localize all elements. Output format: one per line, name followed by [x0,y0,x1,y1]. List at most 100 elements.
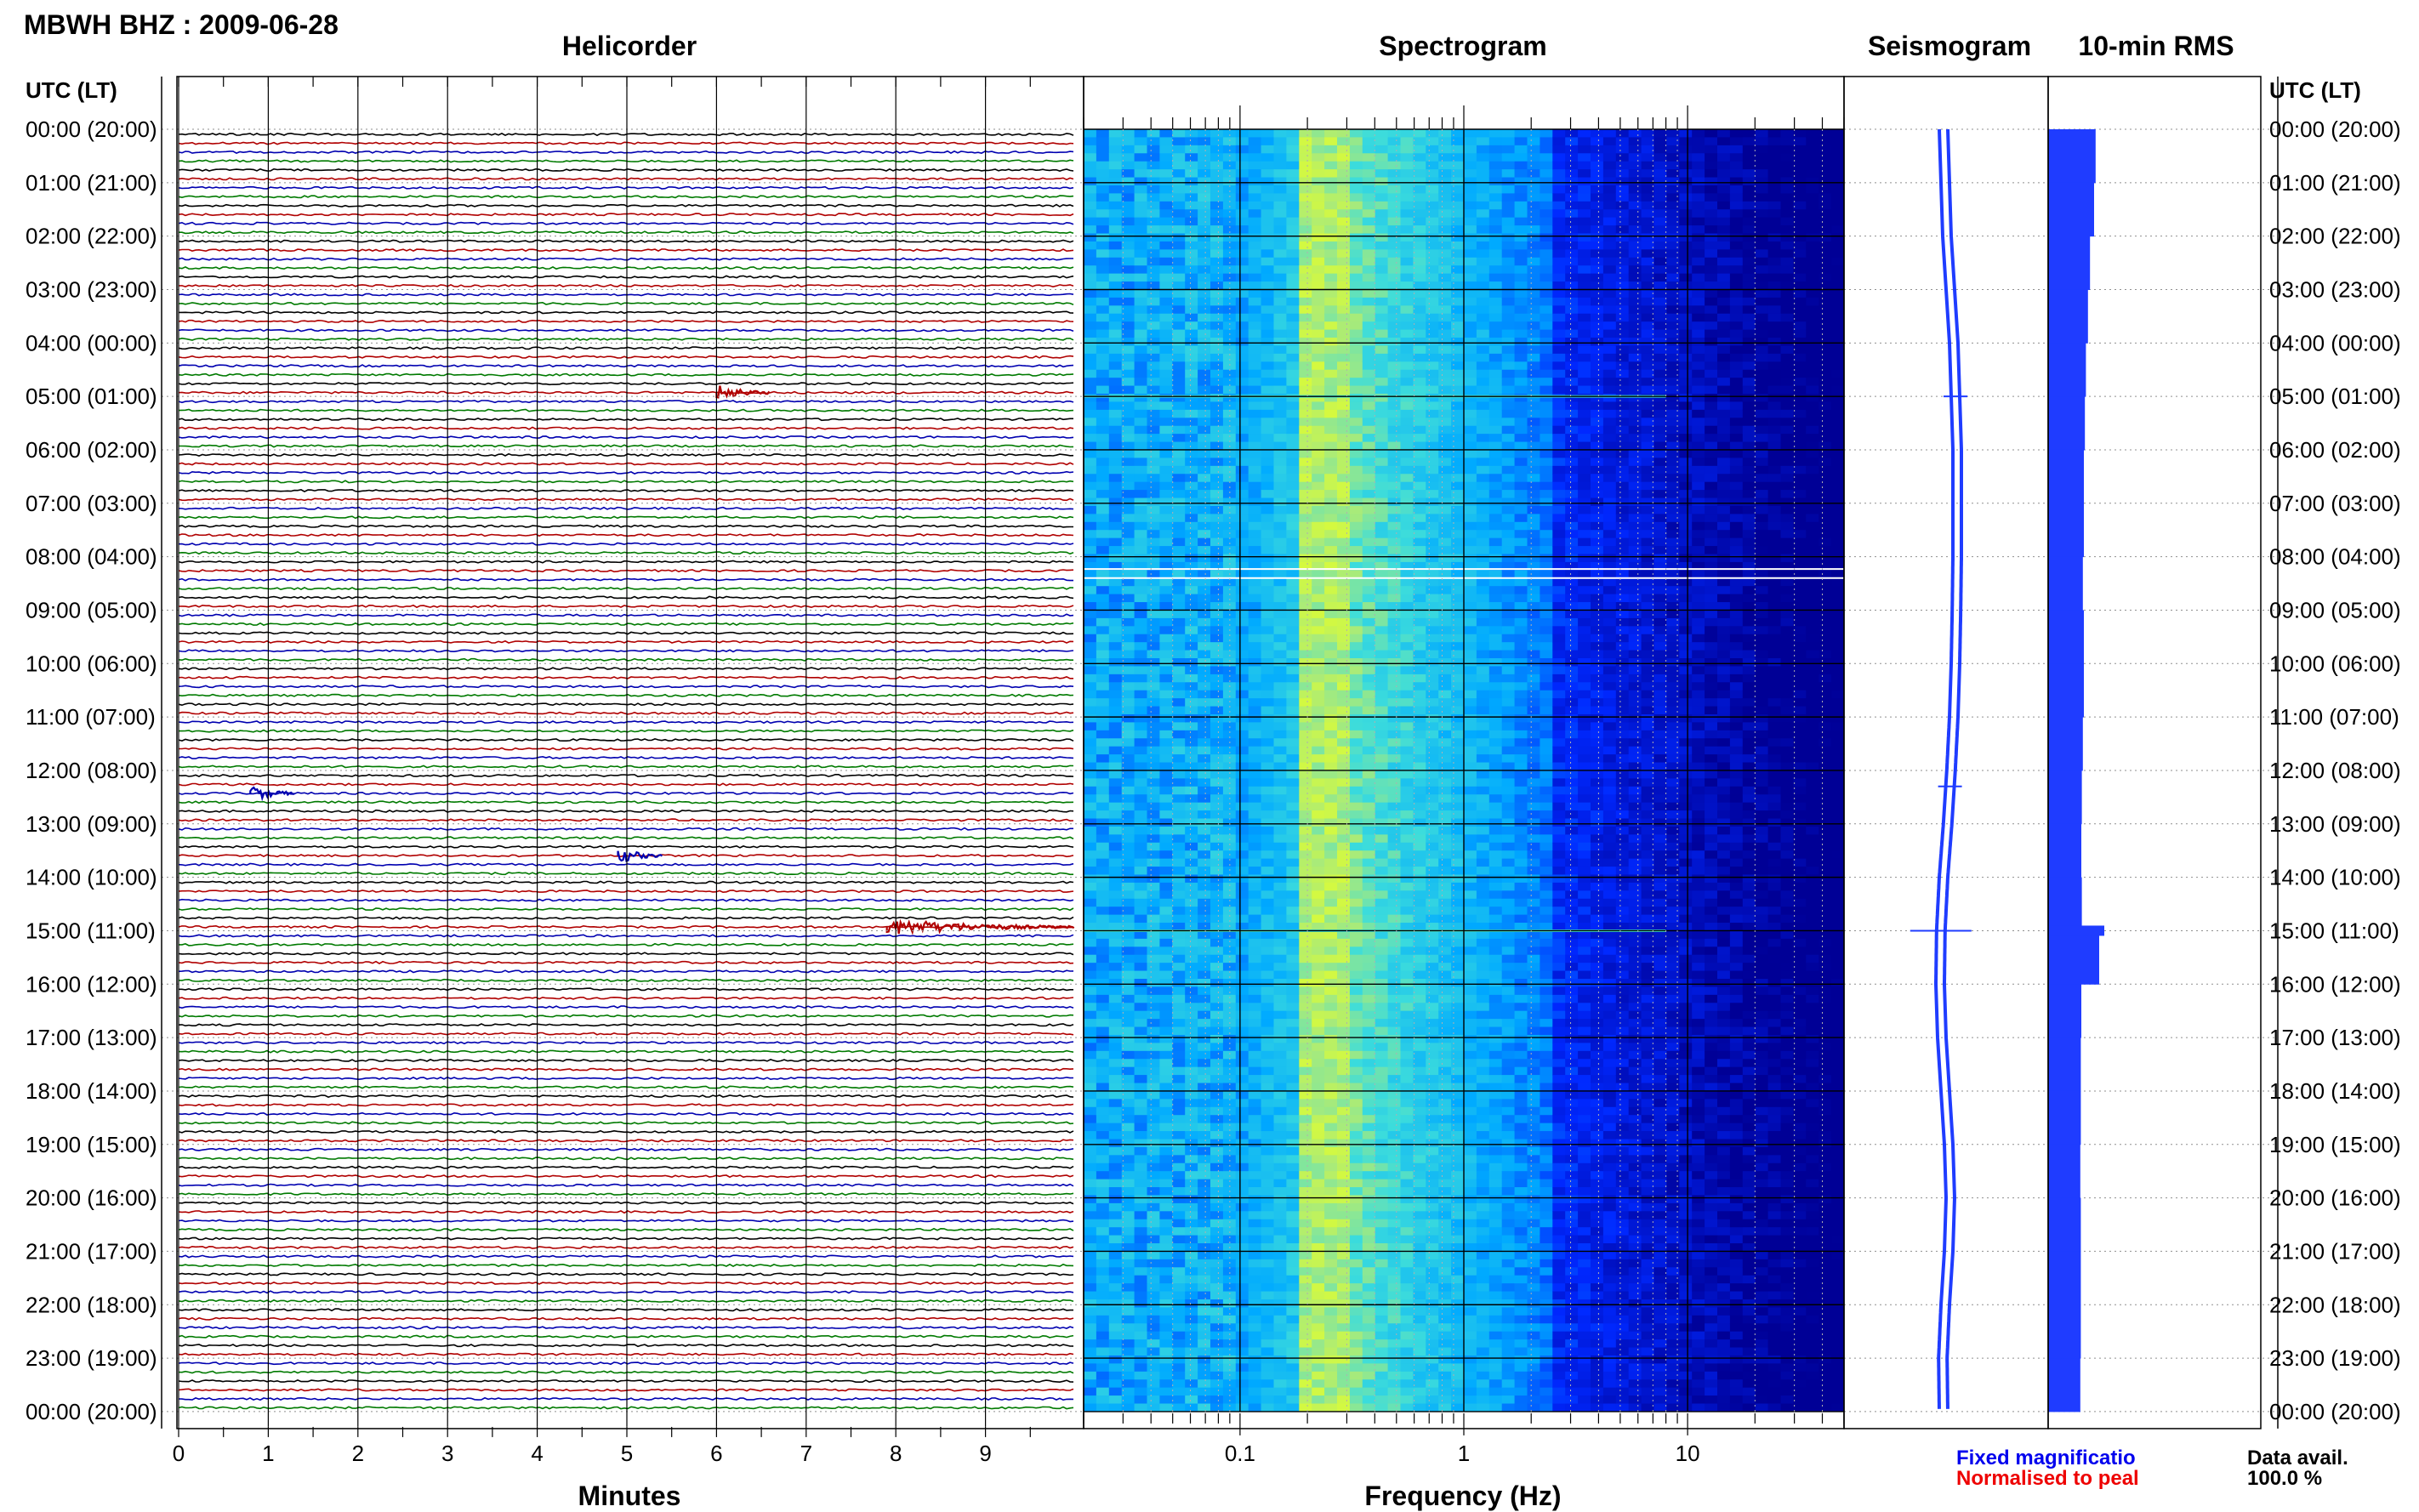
spectrogram-cell [1337,1219,1351,1228]
spectrogram-cell [1185,241,1198,250]
spectrogram-cell [1387,497,1402,507]
spectrogram-cell [1426,1075,1439,1084]
spectrogram-cell [1222,594,1237,603]
spectrogram-cell [1198,1315,1211,1324]
spectrogram-cell [1108,738,1123,747]
spectrogram-cell [1312,321,1325,331]
spectrogram-cell [1121,434,1136,443]
spectrogram-cell [1198,882,1211,891]
spectrogram-cell [1172,1251,1186,1260]
spectrogram-cell [1096,169,1110,179]
spectrogram-cell [1362,914,1376,924]
spectrogram-cell [1172,786,1186,795]
spectrogram-cell [1375,762,1389,771]
spectrogram-cell [1426,666,1439,675]
spectrogram-cell [1222,1347,1237,1356]
spectrogram-cell [1235,409,1249,418]
spectrogram-cell [1400,217,1414,226]
spectrogram-cell [1235,145,1249,154]
spectrogram-cell [1185,1363,1198,1373]
spectrogram-cell [1299,842,1312,851]
spectrogram-cell [1185,610,1198,619]
spectrogram-cell [1362,1323,1376,1333]
spectrogram-cell [1198,1171,1211,1180]
spectrogram-cell [1248,1403,1262,1412]
spectrogram-cell [1375,986,1389,996]
spectrogram-cell [1185,722,1198,731]
spectrogram-cell [1185,490,1198,499]
spectrogram-cell [1273,1235,1287,1244]
spectrogram-cell [1312,129,1325,139]
spectrogram-cell [1286,690,1300,699]
spectrogram-cell [1185,867,1198,876]
spectrogram-cell [1273,273,1287,282]
spectrogram-cell [1299,617,1312,627]
spectrogram-cell [1286,818,1300,827]
spectrogram-cell [1400,770,1414,779]
spectrogram-cell [1312,1251,1325,1260]
spectrogram-cell [1387,265,1402,275]
spectrogram-cell [1413,401,1426,411]
spectrogram-cell [1286,257,1300,266]
spectrogram-cell [1084,946,1097,956]
spectrogram-cell [1324,1066,1338,1076]
spectrogram-cell [1451,898,1465,907]
spectrogram-cell [1248,1139,1262,1148]
spectrogram-cell [1387,297,1402,306]
spectrogram-cell [1159,754,1173,764]
spectrogram-cell [1337,970,1351,980]
spectrogram-cell [1084,353,1097,362]
spectrogram-cell [1349,1010,1363,1020]
spectrogram-cell [1198,401,1211,411]
spectrogram-cell [1248,1267,1262,1276]
spectrogram-cell [1400,682,1414,691]
spectrogram-cell [1464,858,1477,867]
spectrogram-cell [1273,1395,1287,1405]
spectrogram-cell [1210,762,1224,771]
spectrogram-cell [1451,1235,1465,1244]
spectrogram-cell [1451,634,1465,643]
spectrogram-cell [1362,818,1376,827]
spectrogram-cell [1108,546,1123,555]
spectrogram-cell [1387,1315,1402,1324]
spectrogram-cell [1426,338,1439,347]
spectrogram-cell [1134,361,1148,371]
spectrogram-cell [1134,923,1148,932]
spectrogram-cell [1464,698,1477,708]
spectrogram-cell [1387,305,1402,315]
spectrogram-cell [1286,1283,1300,1293]
spectrogram-cell [1084,674,1097,683]
spectrogram-cell [1134,1251,1148,1260]
spectrogram-cell [1248,1331,1262,1340]
spectrogram-cell [1451,1123,1465,1132]
spectrogram-cell [1426,537,1439,547]
spectrogram-cell [1400,289,1414,298]
spectrogram-cell [1121,145,1136,154]
spectrogram-cell [1464,458,1477,467]
spectrogram-cell [1273,1323,1287,1333]
spectrogram-cell [1476,145,1490,154]
spectrogram-cell [1248,826,1262,835]
spectrogram-cell [1273,338,1287,347]
spectrogram-cell [1387,938,1402,947]
spectrogram-cell [1108,514,1123,523]
spectrogram-cell [1108,963,1123,972]
spectrogram-cell [1451,1075,1465,1084]
spectrogram-cell [1222,394,1237,403]
spectrogram-cell [1134,1363,1148,1373]
spectrogram-cell [1324,954,1338,963]
spectrogram-cell [1400,249,1414,259]
spectrogram-cell [1312,570,1325,579]
spectrogram-cell [1375,1243,1389,1253]
spectrogram-cell [1159,586,1173,595]
spectrogram-cell [1121,1019,1136,1028]
spectrogram-cell [1235,1275,1249,1284]
spectrogram-cell [1185,209,1198,219]
spectrogram-cell [1159,698,1173,708]
spectrogram-cell [1375,425,1389,435]
spectrogram-cell [1084,449,1097,458]
spectrogram-cell [1451,1323,1465,1333]
spectrogram-cell [1134,1026,1148,1036]
spectrogram-cell [1222,842,1237,851]
spectrogram-cell [1464,289,1477,298]
